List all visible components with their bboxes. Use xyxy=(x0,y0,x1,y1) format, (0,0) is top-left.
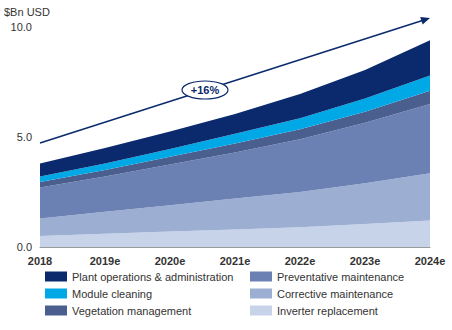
svg-text:Vegetation management: Vegetation management xyxy=(72,305,191,317)
svg-text:Preventative maintenance: Preventative maintenance xyxy=(277,271,404,283)
svg-text:Inverter replacement: Inverter replacement xyxy=(277,305,378,317)
svg-text:2024e: 2024e xyxy=(415,255,446,267)
svg-text:2020e: 2020e xyxy=(155,255,186,267)
svg-text:+16%: +16% xyxy=(191,84,220,96)
svg-text:2021e: 2021e xyxy=(220,255,251,267)
svg-text:5.0: 5.0 xyxy=(17,131,32,143)
svg-text:2019e: 2019e xyxy=(90,255,121,267)
svg-text:2023e: 2023e xyxy=(350,255,381,267)
svg-text:Module cleaning: Module cleaning xyxy=(72,288,152,300)
svg-text:10.0: 10.0 xyxy=(11,21,32,33)
svg-text:0.0: 0.0 xyxy=(17,241,32,253)
svg-text:Plant operations & administrat: Plant operations & administration xyxy=(72,271,233,283)
svg-text:2022e: 2022e xyxy=(285,255,316,267)
svg-text:Corrective maintenance: Corrective maintenance xyxy=(277,288,393,300)
svg-text:$Bn USD: $Bn USD xyxy=(4,6,50,18)
svg-text:2018: 2018 xyxy=(28,255,52,267)
